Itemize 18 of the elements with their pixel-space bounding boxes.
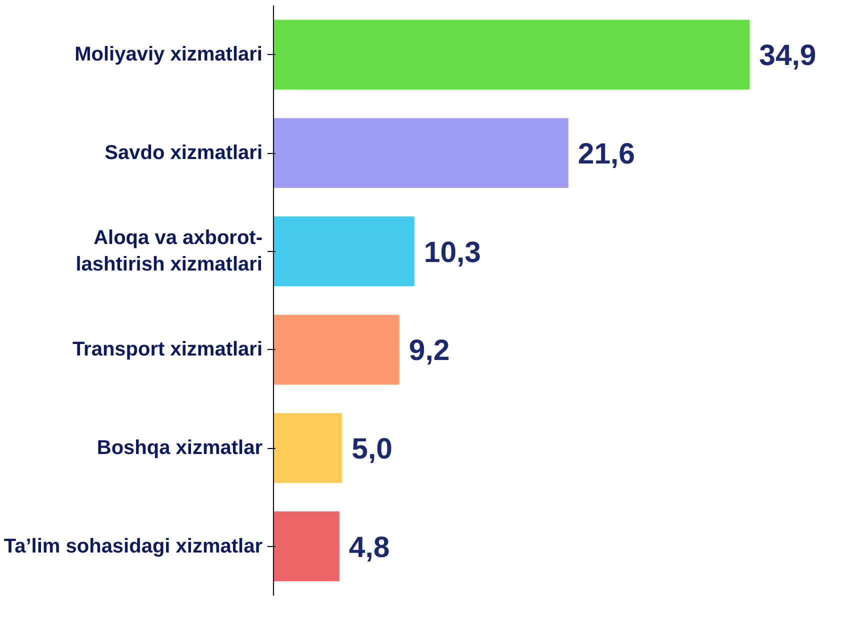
- y-tick-label: Aloqa va axborot- lashtirish xizmatlari: [76, 227, 263, 276]
- bar: [274, 20, 750, 90]
- bar: [274, 413, 342, 483]
- y-tick-label: Moliyaviy xizmatlari: [74, 44, 263, 66]
- bar: [274, 118, 568, 188]
- y-tick-label: Savdo xizmatlari: [104, 142, 262, 164]
- data-label: 9,2: [408, 334, 450, 368]
- data-label: 5,0: [352, 432, 392, 466]
- data-label: 21,6: [578, 138, 635, 170]
- bar: [274, 511, 340, 582]
- y-tick-label: Ta’lim sohasidagi xizmatlar: [4, 535, 263, 558]
- data-label: 4,8: [348, 530, 390, 564]
- bar: [274, 314, 400, 385]
- y-tick-label: Transport xizmatlari: [72, 338, 263, 361]
- bar: [274, 216, 414, 286]
- data-label: 10,3: [424, 236, 481, 269]
- y-tick-label: Boshqa xizmatlar: [96, 437, 263, 459]
- data-label: 34,9: [759, 39, 816, 72]
